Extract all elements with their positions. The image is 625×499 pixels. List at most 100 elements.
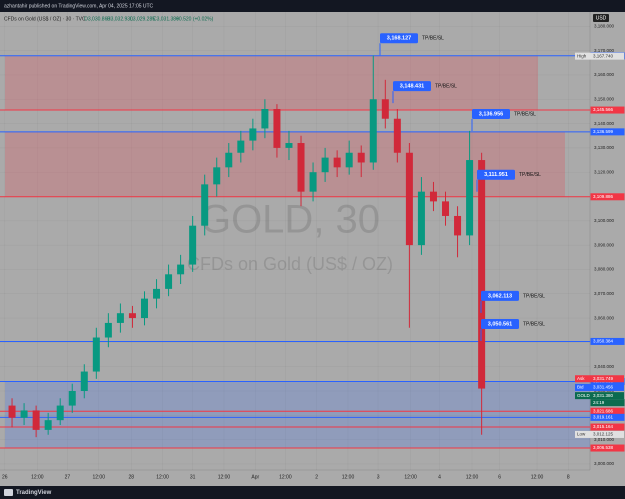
x-tick-label: 12:00 [31, 474, 44, 480]
candle-body [273, 108, 281, 148]
currency: USD [596, 15, 607, 21]
marker-tag [575, 430, 624, 438]
x-tick-label: 12:00 [342, 474, 355, 480]
chart-title: CFDs on Gold (US$ / OZ) · 30 · TVC [4, 16, 86, 22]
logo [4, 489, 13, 496]
level-tag-label: 3,050.384 [593, 339, 614, 344]
candle-body [153, 288, 161, 299]
level-tag [590, 407, 625, 415]
annotation-box [393, 81, 431, 92]
x-tick-label: 12:00 [218, 474, 231, 480]
quote-label: 3,031.380 [593, 393, 614, 398]
candle-body [297, 143, 305, 192]
x-tick-label: 3 [377, 474, 380, 480]
annotation-box [477, 169, 515, 180]
x-tick-label: 8 [567, 474, 570, 480]
currency-box [593, 14, 609, 22]
y-tick-label: 3,080.000 [594, 267, 615, 272]
annotation-box [472, 108, 510, 119]
x-tick-label: 31 [190, 474, 196, 480]
quote-label: 3,031.456 [593, 385, 614, 390]
candle-body [140, 298, 148, 319]
marker-name: High [577, 53, 587, 58]
quote-label: 3,031.749 [593, 376, 614, 381]
candle-body [429, 191, 437, 202]
y-tick-label: 3,150.000 [594, 96, 615, 101]
level-tag [590, 423, 625, 431]
x-tick-label: 28 [128, 474, 134, 480]
y-tick-label: 3,060.000 [594, 315, 615, 320]
ohlc-value: O3,030.860 [84, 16, 110, 22]
candle-body [309, 172, 317, 192]
candle-body [56, 405, 64, 421]
zone [5, 381, 590, 449]
level-tag [590, 128, 625, 136]
candle-body [393, 118, 401, 153]
candle-body [454, 215, 462, 236]
level-tag [590, 106, 625, 114]
time-axis [0, 470, 625, 486]
annotation-label: 3,136.956 [479, 111, 503, 117]
countdown-tag [590, 399, 625, 407]
y-tick-label: 3,120.000 [594, 169, 615, 174]
plot-area [0, 12, 590, 470]
ohlc-value: H3,032.930 [107, 16, 133, 22]
y-tick-label: 3,180.000 [594, 24, 615, 29]
annotation-label: 3,148.431 [400, 84, 424, 90]
annotation-label: 3,062.113 [488, 293, 512, 299]
quote-tag [575, 383, 624, 391]
y-tick-label: 3,170.000 [594, 48, 615, 53]
annotation-text: TP/BE/SL [519, 172, 541, 178]
candle-body [417, 191, 425, 246]
candle-body [20, 410, 28, 418]
annotation-text: TP/BE/SL [514, 111, 536, 117]
candle-body [213, 167, 221, 185]
candle-body [201, 184, 209, 226]
quote-name: Bid [577, 385, 584, 390]
candle-body [177, 264, 185, 275]
candle-body [478, 160, 486, 389]
x-tick-label: 12:00 [156, 474, 169, 480]
x-tick-label: Apr [251, 474, 259, 480]
header-bar [0, 0, 625, 12]
footer-bar [0, 486, 625, 499]
annotation-box [481, 290, 519, 301]
quote-tag [575, 375, 624, 383]
candle-body [369, 99, 377, 163]
y-tick-label: 3,040.000 [594, 364, 615, 369]
candle-body [442, 201, 450, 216]
published-note: azhantahir published on TradingView.com,… [4, 3, 154, 9]
level-tag [590, 444, 625, 452]
candle-body [333, 157, 341, 168]
quote-name: GOLD [577, 393, 591, 398]
candle-body [466, 160, 474, 236]
y-tick-label: 3,140.000 [594, 121, 615, 126]
ohlc-value: +0.520 (+0.02%) [176, 16, 214, 22]
candle-body [68, 390, 76, 406]
candle-body [357, 152, 365, 163]
candle-body [189, 225, 197, 265]
countdown: 24:19 [593, 400, 605, 405]
candle-body [237, 140, 245, 153]
candle-body [249, 128, 257, 141]
footer-brand: TradingView [16, 490, 52, 496]
x-tick-label: 4 [438, 474, 441, 480]
candle-body [80, 371, 88, 391]
ohlc-value: L3,029.285 [130, 16, 155, 22]
candle-body [261, 108, 269, 129]
y-tick-label: 3,000.000 [594, 461, 615, 466]
zone [5, 55, 538, 111]
x-tick-label: 2 [315, 474, 318, 480]
annotation-box [481, 319, 519, 330]
annotation-label: 3,111.951 [484, 172, 508, 178]
annotation-text: TP/BE/SL [523, 293, 545, 299]
y-tick-label: 3,010.000 [594, 437, 615, 442]
marker-label: 3,012.125 [593, 432, 614, 437]
annotation-label: 3,050.561 [488, 321, 512, 327]
watermark: GOLD, 30 [200, 198, 380, 242]
annotation-text: TP/BE/SL [435, 83, 457, 89]
candle-body [8, 405, 16, 418]
level-tag-label: 3,145.566 [593, 107, 614, 112]
x-tick-label: 12:00 [404, 474, 417, 480]
y-tick-label: 3,070.000 [594, 291, 615, 296]
